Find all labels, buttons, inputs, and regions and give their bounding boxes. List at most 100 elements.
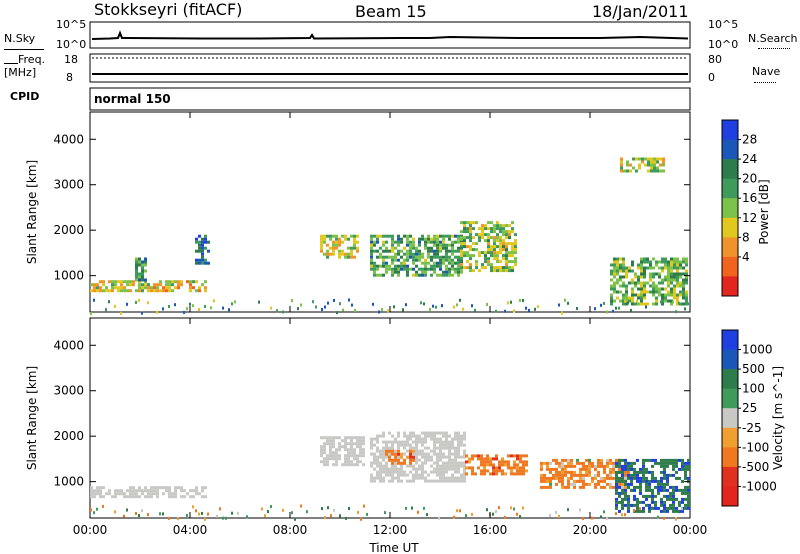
velocity-cell — [561, 464, 564, 468]
velocity-cell — [388, 458, 391, 462]
power-cell — [421, 255, 424, 259]
velocity-cell — [648, 470, 651, 474]
velocity-cell — [439, 452, 442, 456]
power-cell — [631, 302, 634, 306]
velocity-cell — [672, 467, 675, 471]
power-cell — [430, 237, 433, 241]
power-cell — [463, 251, 466, 255]
power-cell — [682, 287, 685, 291]
velocity-cell — [445, 440, 448, 444]
power-cell — [397, 240, 400, 244]
velocity-cell — [323, 442, 326, 446]
power-cell — [631, 293, 634, 297]
power-cell — [469, 224, 472, 228]
velocity-cell — [621, 464, 624, 468]
power-cell — [514, 248, 517, 252]
velocity-cell — [102, 486, 105, 490]
velocity-cell — [492, 463, 495, 467]
velocity-cell — [582, 476, 585, 480]
velocity-cell — [642, 464, 645, 468]
velocity-cell — [618, 491, 621, 495]
velocity-cell — [540, 464, 543, 468]
power-cell — [156, 286, 159, 290]
power-cell — [418, 237, 421, 241]
power-cell — [511, 254, 514, 258]
velocity-cell — [609, 473, 612, 477]
power-cell — [664, 296, 667, 300]
velocity-cell — [645, 485, 648, 489]
power-cell — [661, 266, 664, 270]
velocity-cell — [359, 454, 362, 458]
power-cell — [445, 255, 448, 259]
velocity-cell — [669, 503, 672, 507]
power-cell — [373, 270, 376, 274]
velocity-cell — [376, 440, 379, 444]
power-near-range-cell — [300, 303, 302, 307]
power-cell — [332, 246, 335, 250]
velocity-cell — [126, 495, 129, 499]
power-cell — [626, 160, 629, 164]
power-cell — [626, 169, 629, 173]
velocity-cell — [451, 467, 454, 471]
power-cell — [424, 264, 427, 268]
velocity-cell — [588, 482, 591, 486]
power-cell — [350, 255, 353, 259]
power-cell — [643, 293, 646, 297]
velocity-cell — [630, 467, 633, 471]
velocity-cell — [373, 437, 376, 441]
velocity-cell — [669, 491, 672, 495]
power-colorbar-tick-label: 16 — [742, 191, 757, 205]
power-cell — [472, 221, 475, 225]
power-cell — [329, 237, 332, 241]
velocity-cell — [382, 458, 385, 462]
power-cell — [326, 249, 329, 253]
velocity-cell — [612, 464, 615, 468]
power-cell — [469, 248, 472, 252]
velocity-cell — [573, 479, 576, 483]
power-near-range-cell — [126, 302, 128, 306]
power-cell — [189, 280, 192, 284]
velocity-cell — [621, 482, 624, 486]
velocity-cell — [624, 461, 627, 465]
velocity-cell — [540, 461, 543, 465]
velocity-cell — [645, 470, 648, 474]
power-near-range-cell — [429, 308, 431, 311]
velocity-cell — [645, 494, 648, 498]
velocity-cell — [320, 454, 323, 458]
nsearch-label: N.Search — [748, 32, 798, 45]
velocity-cell — [663, 494, 666, 498]
power-cell — [168, 280, 171, 284]
velocity-cell — [168, 495, 171, 499]
velocity-cell — [350, 460, 353, 464]
velocity-cell — [457, 443, 460, 447]
velocity-cell — [516, 463, 519, 467]
power-cell — [326, 243, 329, 247]
velocity-cell — [192, 489, 195, 493]
velocity-cell — [379, 476, 382, 480]
y-tick-label: 2000 — [53, 223, 84, 237]
velocity-cell — [522, 454, 525, 458]
power-cell — [138, 286, 141, 290]
power-cell — [667, 266, 670, 270]
velocity-cell — [582, 461, 585, 465]
velocity-cell — [153, 486, 156, 490]
velocity-cell — [618, 479, 621, 483]
velocity-cell — [672, 461, 675, 465]
power-cell — [448, 267, 451, 271]
power-cell — [451, 273, 454, 277]
power-cell — [490, 248, 493, 252]
power-cell — [412, 273, 415, 277]
freq-label: Freq. — [18, 53, 46, 66]
velocity-cell — [135, 495, 138, 499]
velocity-near-range-cell — [357, 510, 359, 514]
velocity-cell — [651, 470, 654, 474]
power-cell — [415, 270, 418, 274]
velocity-near-range-cell — [300, 504, 302, 508]
velocity-cell — [397, 467, 400, 471]
power-cell — [649, 263, 652, 267]
power-cell — [649, 278, 652, 282]
velocity-cell — [445, 467, 448, 471]
power-cell — [478, 233, 481, 237]
velocity-cell — [165, 486, 168, 490]
velocity-cell — [585, 464, 588, 468]
